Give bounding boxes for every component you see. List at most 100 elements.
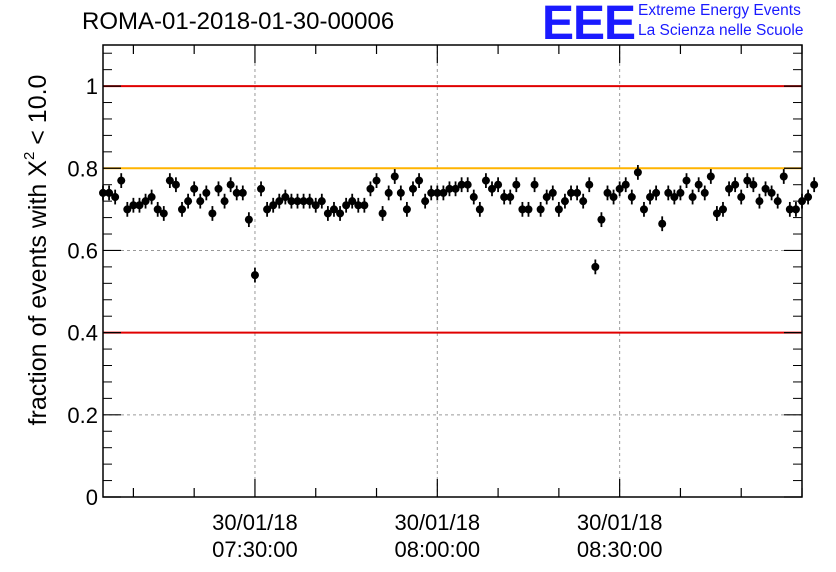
x-tick-date-label: 30/01/18 <box>577 510 663 535</box>
data-point <box>694 180 703 189</box>
data-point <box>257 184 266 193</box>
data-point <box>518 205 527 214</box>
data-point <box>214 184 223 193</box>
data-point <box>208 209 217 218</box>
data-point <box>652 188 661 197</box>
data-point <box>451 184 460 193</box>
data-point <box>810 180 819 189</box>
data-point <box>761 184 770 193</box>
data-point <box>445 184 454 193</box>
data-point <box>767 188 776 197</box>
data-point <box>706 172 715 181</box>
data-point <box>664 188 673 197</box>
y-tick-label: 0.2 <box>67 403 98 428</box>
data-point <box>646 193 655 202</box>
data-point <box>633 168 642 177</box>
data-point <box>488 184 497 193</box>
data-point <box>749 180 758 189</box>
x-tick-date-label: 30/01/18 <box>394 510 480 535</box>
data-point <box>427 188 436 197</box>
data-point <box>421 197 430 206</box>
data-point <box>506 193 515 202</box>
data-point <box>147 193 156 202</box>
x-tick-time-label: 08:30:00 <box>577 537 663 562</box>
x-tick-time-label: 08:00:00 <box>394 537 480 562</box>
data-point <box>238 188 247 197</box>
data-point <box>700 188 709 197</box>
data-point <box>354 201 363 210</box>
data-point <box>475 205 484 214</box>
data-point <box>609 193 618 202</box>
y-tick-label: 0 <box>86 485 98 510</box>
data-point <box>542 193 551 202</box>
data-point <box>336 209 345 218</box>
data-point <box>560 197 569 206</box>
logo-line-2: La Scienza nelle Scuole <box>638 22 804 39</box>
data-point <box>232 188 241 197</box>
data-point <box>457 180 466 189</box>
data-point <box>773 197 782 206</box>
data-point <box>311 201 320 210</box>
data-point <box>323 209 332 218</box>
data-point <box>269 201 278 210</box>
data-point <box>111 193 120 202</box>
data-point <box>725 184 734 193</box>
data-point <box>202 188 211 197</box>
data-point <box>494 180 503 189</box>
data-point <box>220 197 229 206</box>
data-point <box>123 205 132 214</box>
data-point <box>342 201 351 210</box>
data-point <box>743 176 752 185</box>
data-point <box>244 215 253 224</box>
data-point <box>348 197 357 206</box>
data-point <box>469 193 478 202</box>
data-point <box>554 205 563 214</box>
data-point <box>263 205 272 214</box>
data-point <box>287 197 296 206</box>
data-point <box>135 201 144 210</box>
data-point <box>591 262 600 271</box>
data-point <box>567 188 576 197</box>
data-point <box>171 180 180 189</box>
data-point <box>603 188 612 197</box>
data-point <box>196 197 205 206</box>
data-point <box>785 205 794 214</box>
data-point <box>117 176 126 185</box>
data-point <box>682 176 691 185</box>
data-point <box>378 209 387 218</box>
data-point <box>293 197 302 206</box>
data-point <box>275 197 284 206</box>
eee-logo: EEE <box>542 0 636 50</box>
data-point <box>718 205 727 214</box>
data-point <box>615 184 624 193</box>
data-point <box>597 215 606 224</box>
data-point <box>791 205 800 214</box>
data-point <box>548 188 557 197</box>
data-point <box>360 201 369 210</box>
data-point <box>463 180 472 189</box>
data-point <box>737 193 746 202</box>
data-point <box>798 197 806 206</box>
data-point <box>153 205 162 214</box>
data-point <box>731 180 740 189</box>
data-point <box>281 193 290 202</box>
data-point <box>299 197 308 206</box>
data-point <box>165 176 174 185</box>
data-point <box>573 188 582 197</box>
y-tick-label: 1 <box>86 74 98 99</box>
x-tick-date-label: 30/01/18 <box>212 510 298 535</box>
data-point <box>670 193 679 202</box>
data-point <box>658 219 667 228</box>
data-point <box>366 184 375 193</box>
data-point <box>408 184 417 193</box>
data-point <box>779 172 788 181</box>
data-point <box>524 205 533 214</box>
data-point <box>621 180 630 189</box>
logo-line-1: Extreme Energy Events <box>638 2 801 19</box>
data-point <box>329 205 338 214</box>
data-point <box>627 193 636 202</box>
x-tick-time-label: 07:30:00 <box>212 537 298 562</box>
plot-frame <box>102 44 803 498</box>
data-point <box>372 176 381 185</box>
